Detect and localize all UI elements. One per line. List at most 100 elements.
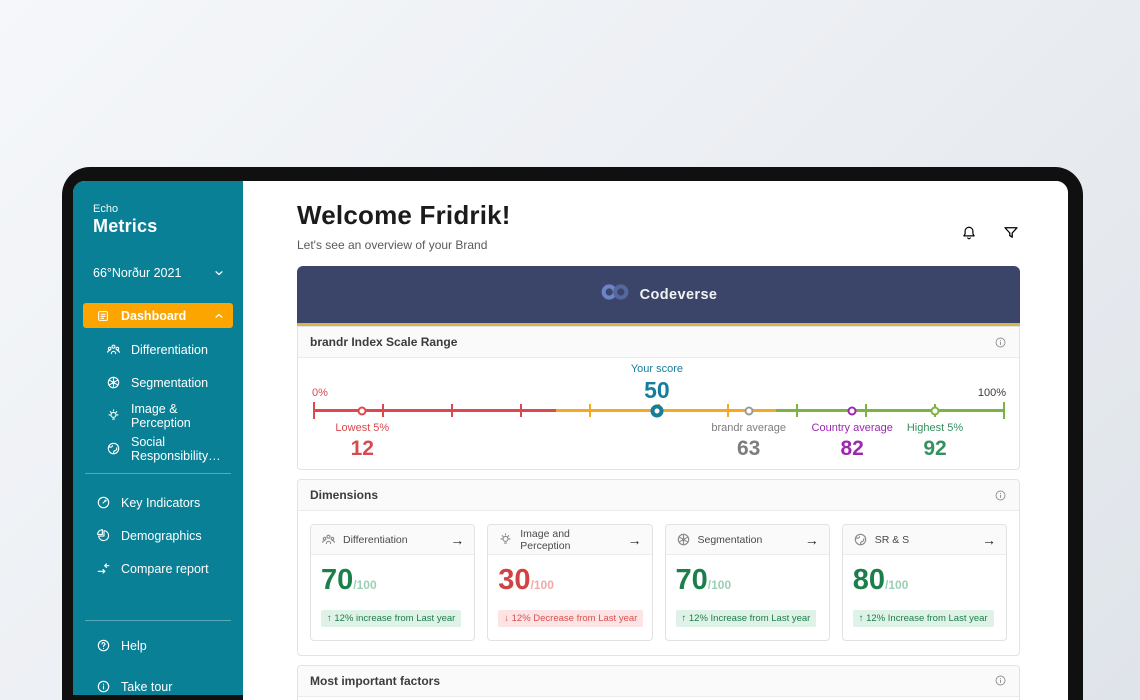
- sidebar-item-dashboard[interactable]: Dashboard: [83, 303, 233, 328]
- sidebar-divider: [85, 620, 231, 621]
- marker-label-brandr-average: brandr average: [711, 422, 786, 434]
- app-screen: Echo Metrics 66°Norður 2021 Dashboard Dif…: [73, 181, 1068, 700]
- people-icon: [321, 532, 336, 547]
- sidebar-item-label: Key Indicators: [121, 495, 201, 510]
- gauge-icon: [95, 495, 111, 510]
- main-content: Welcome Fridrik! Let's see an overview o…: [243, 181, 1068, 700]
- dimension-score: 30: [498, 564, 531, 596]
- sidebar-item-label: Image & Perception: [131, 401, 191, 430]
- marker-value-your-score: 50: [644, 377, 670, 403]
- funnel-icon[interactable]: [1002, 224, 1020, 242]
- factors-card-title: Most important factors: [310, 673, 441, 688]
- dimension-score: 70: [675, 564, 708, 596]
- sidebar-item-label: Demographics: [121, 528, 202, 543]
- infinity-logo-icon: [600, 283, 630, 306]
- scale-end-tick: [313, 402, 315, 419]
- page-subtitle: Let's see an overview of your Brand: [297, 238, 488, 252]
- scale-tick: [451, 404, 453, 417]
- banner-brand-name: Codeverse: [639, 286, 718, 303]
- sidebar-item-segmentation[interactable]: Segmentation: [83, 366, 233, 399]
- scale-marker-lowest-5[interactable]: [357, 406, 367, 415]
- sidebar-item-help[interactable]: Help: [83, 629, 233, 662]
- marker-value-lowest-5: 12: [350, 437, 374, 460]
- scale-tick: [520, 404, 522, 417]
- logo-echo: Echo: [93, 203, 119, 215]
- brand-selector[interactable]: 66°Norður 2021: [83, 259, 233, 287]
- sidebar-item-label: Take tour: [121, 679, 173, 694]
- sidebar: Echo Metrics 66°Norður 2021 Dashboard Dif…: [73, 181, 243, 700]
- dimension-card-image-perception[interactable]: Image and Perception → 30/100 ↓ 12% Decreas…: [487, 524, 653, 641]
- globe-icon: [105, 441, 121, 456]
- scale-tick: [382, 404, 384, 417]
- wheel-icon: [105, 375, 121, 390]
- dimension-card-differentiation[interactable]: Differentiation → 70/100 ↑ 12% increase fro…: [310, 524, 476, 641]
- scale-segment: [776, 409, 1004, 412]
- bulb-icon: [498, 532, 513, 547]
- chevron-down-icon: [213, 267, 225, 279]
- dimension-denominator: /100: [530, 578, 554, 592]
- scale-tick: [865, 404, 867, 417]
- scale-tick: [589, 404, 591, 417]
- page-title: Welcome Fridrik!: [297, 200, 511, 230]
- sidebar-item-compare-report[interactable]: Compare report: [83, 552, 233, 585]
- dashboard-icon: [95, 309, 111, 323]
- scale-marker-brandr-average[interactable]: [744, 406, 754, 415]
- bulb-icon: [105, 408, 121, 423]
- dimension-label: Segmentation: [697, 533, 763, 546]
- info-icon[interactable]: [994, 489, 1007, 502]
- arrow-right-icon[interactable]: →: [982, 531, 996, 548]
- dimension-trend-badge: ↑ 12% increase from Last year: [321, 609, 462, 627]
- dimension-card-segmentation[interactable]: Segmentation → 70/100 ↑ 12% Increase from L…: [664, 524, 830, 641]
- dimensions-card: Dimensions Differentiation → 70/100 ↑ 12% i…: [297, 479, 1020, 656]
- scale-card-title: brandr Index Scale Range: [310, 335, 458, 349]
- bell-icon[interactable]: [960, 224, 978, 242]
- pie-icon: [95, 528, 111, 543]
- sidebar-item-label: Segmentation: [131, 375, 209, 390]
- chevron-up-icon: [213, 310, 225, 322]
- scale-tick: [727, 404, 729, 417]
- arrow-right-icon[interactable]: →: [627, 531, 642, 548]
- scale-marker-your-score[interactable]: [650, 404, 664, 417]
- dimension-trend-badge: ↑ 12% Increase from Last year: [852, 609, 994, 627]
- scale-marker-country-average[interactable]: [847, 406, 857, 415]
- dimension-label: Differentiation: [343, 533, 408, 546]
- index-scale: 0% 100% Lowest 5% 12 Your score 50 brandr av…: [312, 358, 1006, 469]
- scale-max-label: 100%: [977, 387, 1006, 399]
- sidebar-item-social-responsibility[interactable]: Social Responsibility…: [83, 432, 233, 465]
- dimension-score: 70: [321, 564, 354, 596]
- globe-icon: [853, 532, 868, 547]
- people-icon: [105, 342, 121, 357]
- sidebar-item-differentiation[interactable]: Differentiation: [83, 333, 233, 366]
- sidebar-item-key-indicators[interactable]: Key Indicators: [83, 486, 233, 519]
- help-icon: [95, 638, 111, 653]
- sidebar-item-image-perception[interactable]: Image & Perception: [83, 399, 233, 432]
- sidebar-item-demographics[interactable]: Demographics: [83, 519, 233, 552]
- frame-bottom-edge: [73, 695, 243, 700]
- arrow-right-icon[interactable]: →: [450, 531, 465, 548]
- dimension-denominator: /100: [353, 578, 377, 592]
- info-icon[interactable]: [994, 336, 1007, 349]
- sidebar-item-label: Social Responsibility…: [131, 434, 221, 463]
- dimension-label: SR & S: [874, 533, 910, 546]
- compare-icon: [95, 561, 111, 576]
- sidebar-item-label: Help: [121, 638, 147, 653]
- dimension-trend-badge: ↑ 12% Increase from Last year: [675, 609, 817, 627]
- dimension-label: Image and Perception: [520, 527, 571, 552]
- marker-label-highest-5: Highest 5%: [906, 422, 964, 434]
- marker-value-highest-5: 92: [923, 437, 947, 460]
- dimension-score: 80: [852, 564, 886, 596]
- dimension-trend-badge: ↓ 12% Decrease from Last year: [498, 609, 644, 627]
- brand-banner: Codeverse: [297, 266, 1020, 326]
- info-icon[interactable]: [994, 674, 1007, 687]
- sidebar-divider: [85, 473, 231, 474]
- dimension-card-srs[interactable]: SR & S → 80/100 ↑ 12% Increase from Last ye…: [841, 524, 1007, 641]
- arrow-right-icon[interactable]: →: [804, 531, 819, 548]
- sidebar-item-label: Dashboard: [121, 308, 187, 323]
- sidebar-item-take-tour[interactable]: Take tour: [83, 670, 233, 700]
- marker-value-brandr-average: 63: [737, 437, 761, 460]
- marker-label-lowest-5: Lowest 5%: [335, 422, 390, 434]
- device-frame: Echo Metrics 66°Norður 2021 Dashboard Dif…: [62, 167, 1083, 700]
- scale-tick: [796, 404, 798, 417]
- logo-metrics: Metrics: [93, 216, 158, 236]
- scale-marker-highest-5[interactable]: [930, 406, 940, 415]
